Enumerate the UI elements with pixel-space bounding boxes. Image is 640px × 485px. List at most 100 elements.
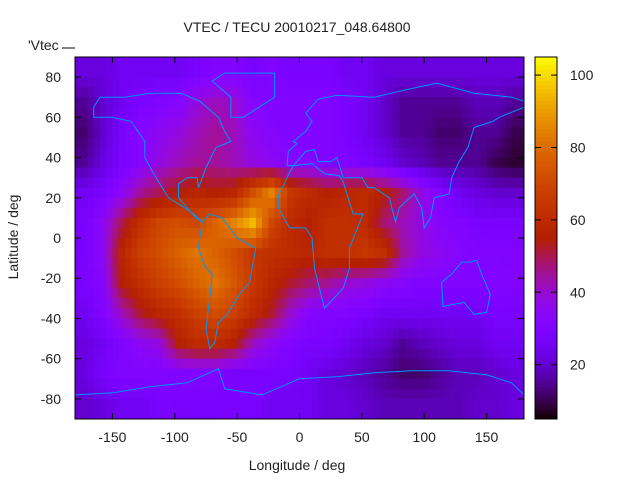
- heatmap-cell: [75, 238, 82, 249]
- heatmap-cell: [505, 187, 512, 199]
- heatmap-cell: [467, 117, 475, 128]
- heatmap-cell: [280, 298, 288, 309]
- heatmap-cell: [124, 197, 132, 209]
- heatmap-cell: [99, 398, 107, 410]
- heatmap-cell: [305, 177, 313, 189]
- heatmap-cell: [480, 408, 487, 420]
- heatmap-cell: [149, 177, 157, 189]
- heatmap-cell: [380, 388, 388, 400]
- heatmap-cell: [131, 57, 138, 68]
- heatmap-cell: [274, 318, 282, 329]
- heatmap-cell: [205, 137, 213, 148]
- heatmap-cell: [99, 318, 107, 329]
- heatmap-cell: [417, 298, 425, 309]
- colorbar-segment: [535, 209, 557, 215]
- heatmap-cell: [181, 197, 188, 209]
- heatmap-cell: [249, 398, 257, 410]
- heatmap-cell: [386, 167, 394, 179]
- heatmap-cell: [106, 368, 113, 380]
- heatmap-cell: [505, 368, 512, 380]
- heatmap-cell: [480, 388, 487, 400]
- heatmap-cell: [293, 288, 300, 299]
- heatmap-cell: [187, 338, 194, 350]
- heatmap-cell: [280, 87, 288, 98]
- heatmap-cell: [255, 177, 263, 189]
- heatmap-cell: [156, 328, 163, 339]
- heatmap-cell: [411, 338, 419, 350]
- heatmap-cell: [449, 378, 456, 390]
- heatmap-cell: [137, 117, 144, 128]
- heatmap-cell: [230, 398, 238, 410]
- heatmap-cell: [87, 338, 95, 350]
- heatmap-cell: [411, 157, 419, 169]
- heatmap-cell: [212, 227, 219, 239]
- heatmap-cell: [193, 318, 201, 329]
- heatmap-cell: [424, 127, 431, 138]
- heatmap-cell: [318, 97, 325, 108]
- heatmap-cell: [355, 177, 363, 189]
- heatmap-cell: [287, 308, 294, 319]
- heatmap-cell: [181, 288, 188, 299]
- heatmap-cell: [424, 368, 431, 380]
- heatmap-cell: [99, 217, 107, 229]
- heatmap-cell: [93, 187, 101, 199]
- heatmap-cell: [274, 398, 282, 410]
- heatmap-cell: [87, 187, 95, 199]
- heatmap-cell: [455, 288, 463, 299]
- heatmap-cell: [106, 268, 113, 279]
- heatmap-cell: [449, 217, 456, 229]
- heatmap-cell: [181, 117, 188, 128]
- heatmap-cell: [187, 87, 194, 98]
- heatmap-cell: [455, 278, 463, 289]
- heatmap-cell: [305, 298, 313, 309]
- heatmap-cell: [374, 338, 381, 350]
- heatmap-cell: [480, 77, 487, 88]
- heatmap-cell: [280, 258, 288, 269]
- heatmap-cell: [336, 308, 344, 319]
- heatmap-cell: [474, 107, 481, 118]
- heatmap-cell: [330, 408, 338, 420]
- heatmap-cell: [99, 368, 107, 380]
- heatmap-cell: [449, 167, 456, 179]
- heatmap-cell: [81, 187, 88, 199]
- heatmap-cell: [193, 157, 201, 169]
- heatmap-cell: [268, 278, 275, 289]
- heatmap-cell: [137, 157, 144, 169]
- heatmap-cell: [230, 137, 238, 148]
- heatmap-cell: [442, 197, 450, 209]
- heatmap-cell: [318, 288, 325, 299]
- heatmap-cell: [474, 388, 481, 400]
- heatmap-cell: [143, 107, 151, 118]
- heatmap-cell: [336, 278, 344, 289]
- heatmap-cell: [287, 167, 294, 179]
- heatmap-cell: [212, 77, 219, 88]
- heatmap-cell: [99, 97, 107, 108]
- heatmap-cell: [162, 207, 169, 219]
- heatmap-cell: [486, 87, 494, 98]
- heatmap-cell: [361, 398, 369, 410]
- heatmap-cell: [268, 368, 275, 380]
- heatmap-cell: [274, 67, 282, 78]
- heatmap-cell: [405, 268, 413, 279]
- heatmap-cell: [156, 248, 163, 259]
- heatmap-cell: [424, 67, 431, 78]
- heatmap-cell: [393, 258, 400, 269]
- heatmap-cell: [430, 378, 438, 390]
- heatmap-cell: [368, 268, 375, 279]
- colorbar-segment: [535, 402, 557, 408]
- heatmap-cell: [318, 207, 325, 219]
- heatmap-cell: [324, 97, 332, 108]
- heatmap-cell: [343, 248, 350, 259]
- heatmap-cell: [224, 197, 232, 209]
- heatmap-cell: [318, 238, 325, 249]
- colorbar-segment: [535, 250, 557, 255]
- heatmap-cell: [324, 348, 332, 360]
- heatmap-cell: [81, 338, 88, 350]
- heatmap-cell: [324, 398, 332, 410]
- heatmap-cell: [355, 137, 363, 148]
- colorbar-segment: [535, 233, 557, 239]
- heatmap-cell: [93, 278, 101, 289]
- heatmap-cell: [193, 217, 201, 229]
- heatmap-cell: [324, 157, 332, 169]
- heatmap-cell: [187, 298, 194, 309]
